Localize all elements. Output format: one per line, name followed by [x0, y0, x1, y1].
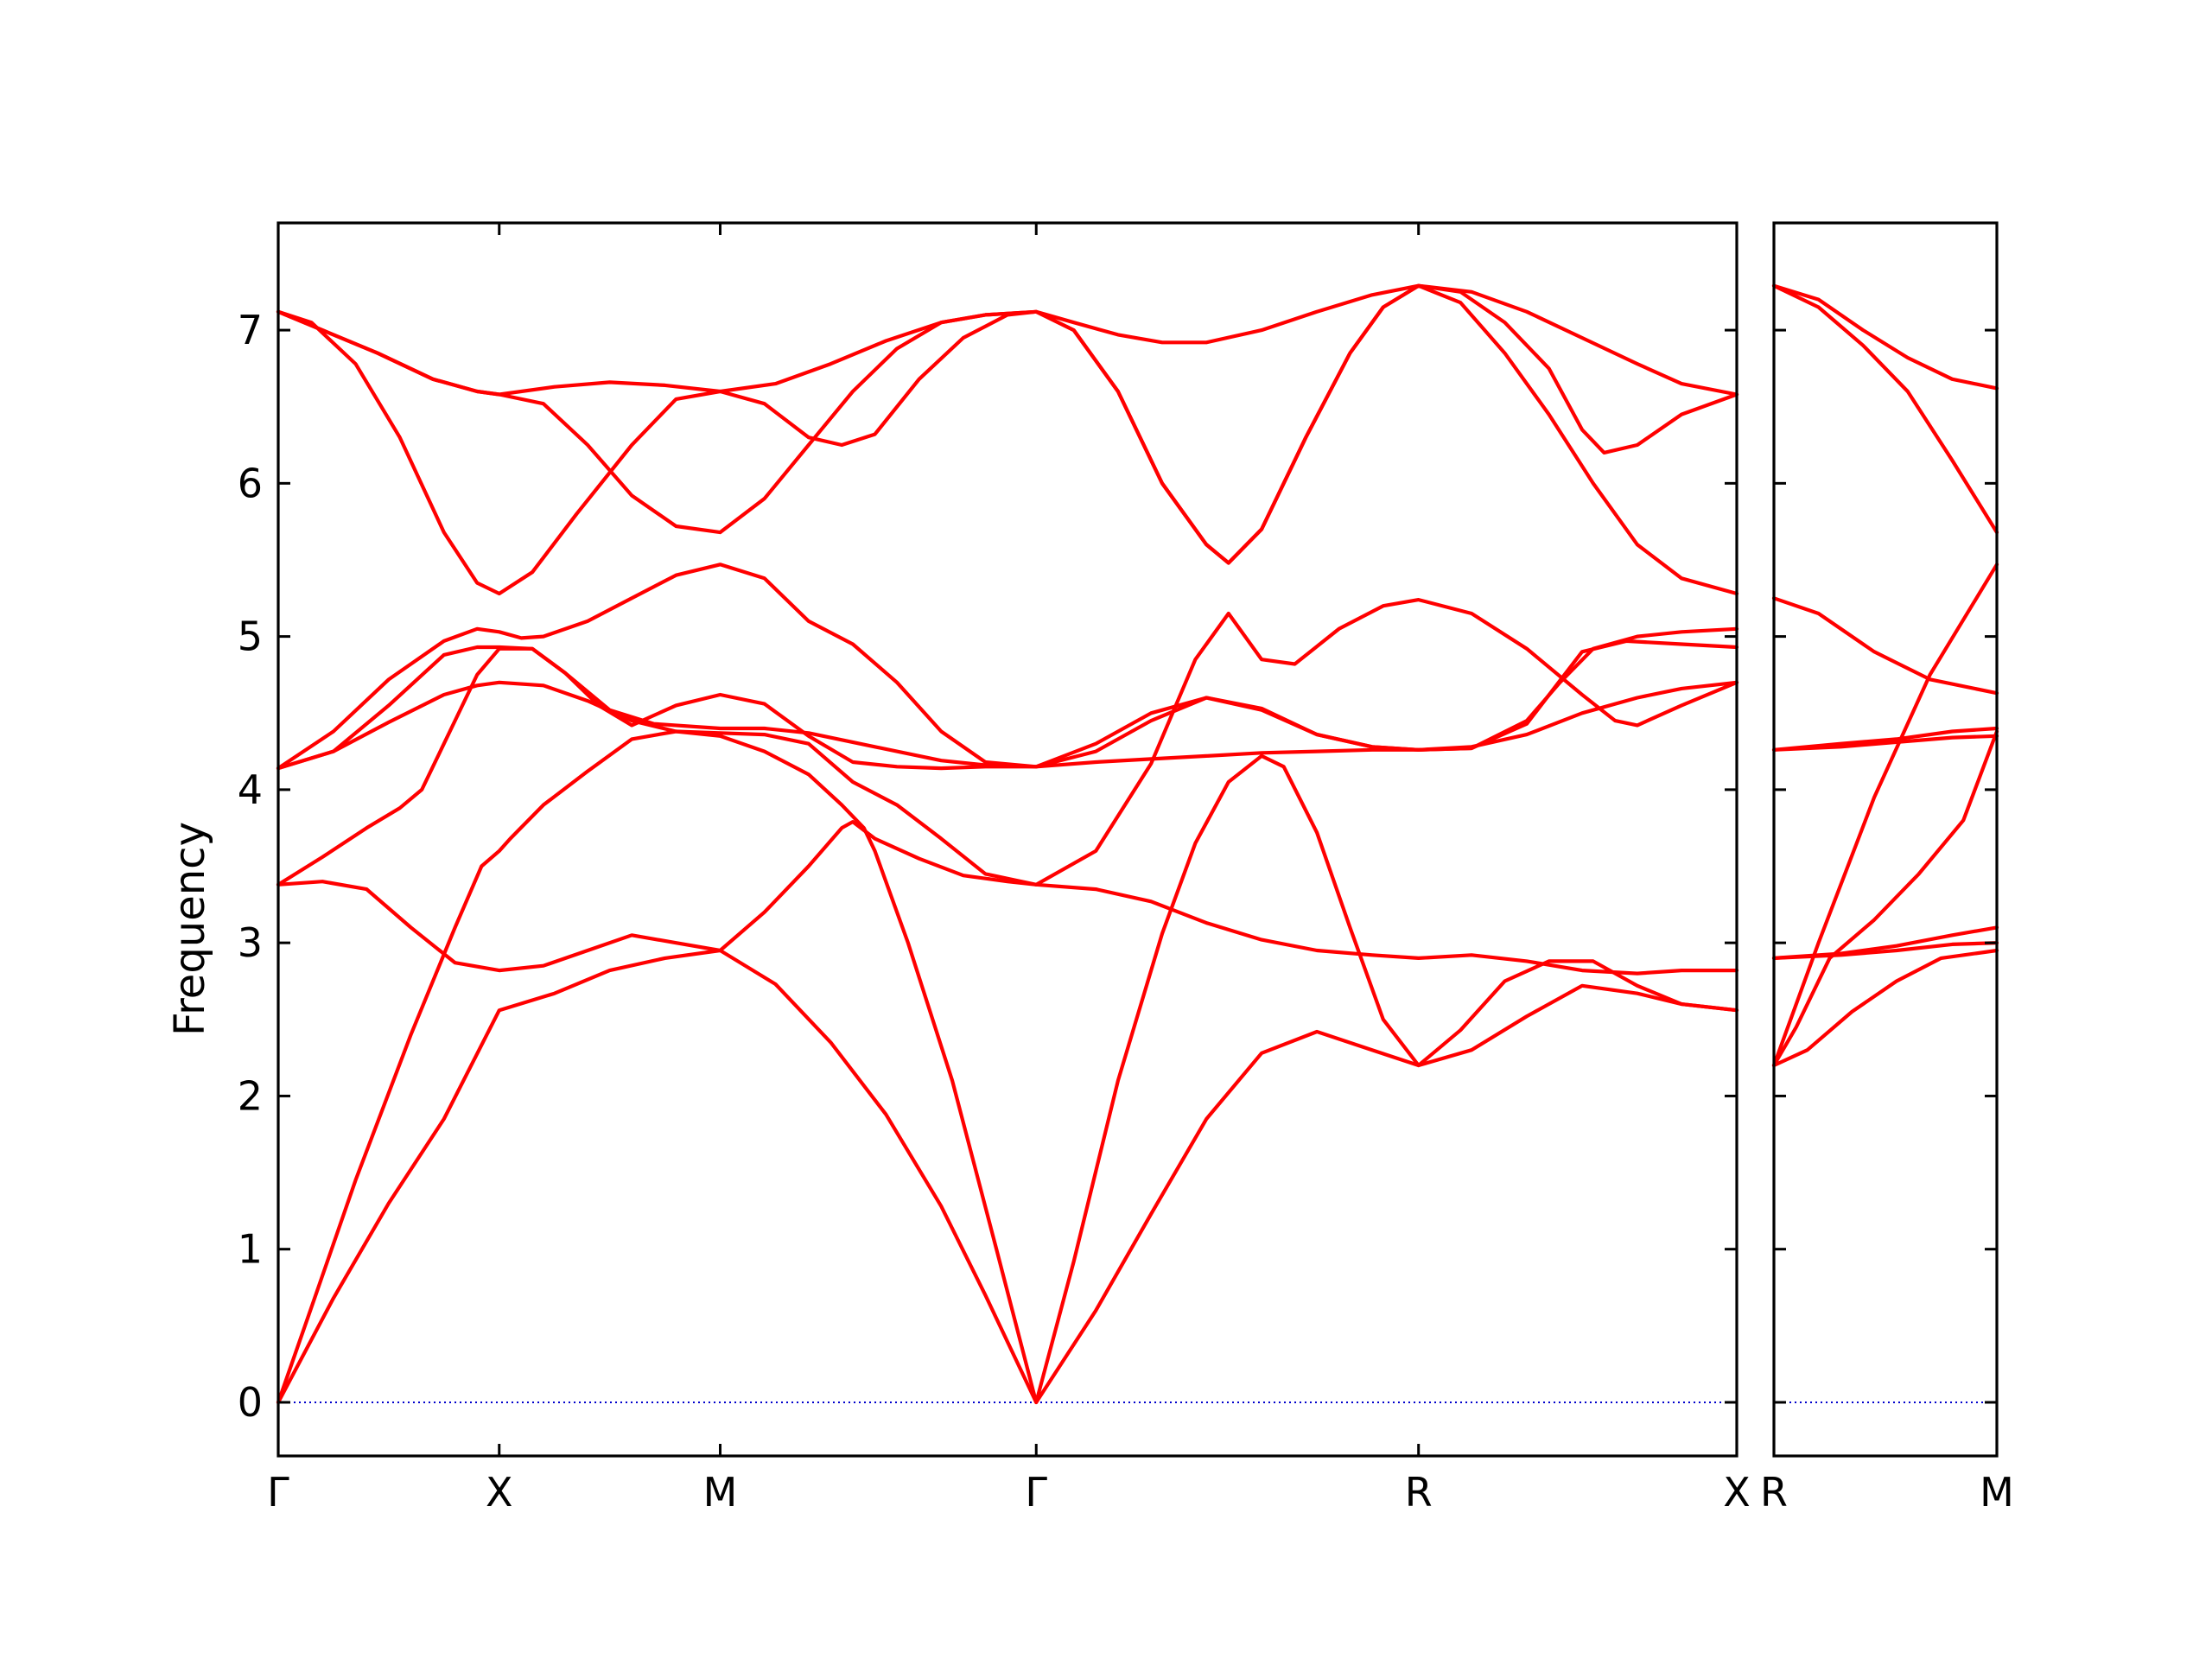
plot-frame	[1772, 221, 1999, 1458]
band-line-1	[276, 948, 1739, 1405]
band-line-2	[276, 729, 1739, 1405]
y-tick-label: 2	[238, 1072, 263, 1119]
y-tick-label: 6	[238, 460, 263, 506]
y-tick-label: 4	[238, 766, 263, 813]
band-line-3	[276, 820, 1739, 976]
band-line-6	[1771, 726, 1999, 752]
y-tick-label: 7	[238, 307, 263, 353]
x-tick-label: X	[1723, 1469, 1751, 1516]
band-line-5	[1771, 734, 1999, 752]
x-tick-label: Γ	[267, 1469, 289, 1516]
band-line-9	[276, 283, 1739, 565]
x-tick-label: M	[703, 1469, 738, 1516]
band-line-8	[1771, 563, 1999, 1068]
band-line-10	[1771, 283, 1999, 391]
x-tick-label: R	[1760, 1469, 1788, 1516]
x-tick-label: Γ	[1025, 1469, 1047, 1516]
band-line-5	[276, 598, 1739, 887]
y-tick-label: 0	[238, 1379, 263, 1426]
y-tick-label: 3	[238, 919, 263, 966]
x-tick-label: X	[486, 1469, 513, 1516]
band-line-7	[276, 563, 1739, 771]
x-tick-label: M	[1980, 1469, 2014, 1516]
y-tick-label: 5	[238, 613, 263, 660]
band-line-2	[1771, 729, 1999, 1068]
band-line-4	[1771, 925, 1999, 960]
left-panel: 0 1 2 3 4 5 6 7 Γ X M Γ R X	[238, 221, 1751, 1516]
band-line-9	[1771, 283, 1999, 535]
y-axis-label: Frequency	[166, 822, 214, 1036]
band-line-7	[1771, 596, 1999, 696]
band-line-1	[1771, 948, 1999, 1068]
y-tick-label: 1	[238, 1226, 263, 1273]
plot-frame	[276, 221, 1738, 1458]
x-tick-label: R	[1405, 1469, 1433, 1516]
band-line-10	[276, 283, 1739, 397]
